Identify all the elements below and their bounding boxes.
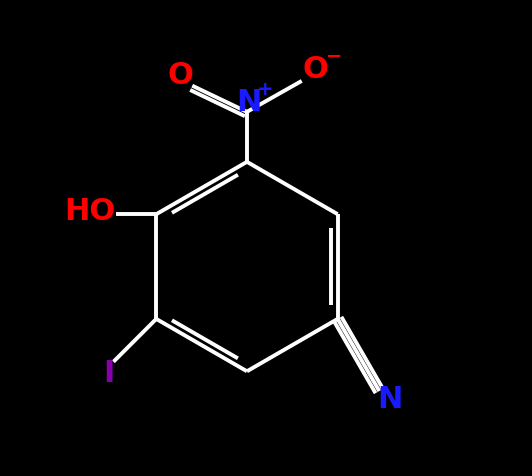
Text: N: N: [377, 385, 403, 414]
Text: −: −: [326, 47, 342, 66]
Text: I: I: [103, 359, 114, 388]
Text: O: O: [302, 55, 328, 83]
Text: HO: HO: [64, 198, 115, 226]
Text: +: +: [257, 79, 273, 99]
Text: N: N: [237, 88, 262, 117]
Text: O: O: [168, 61, 193, 89]
